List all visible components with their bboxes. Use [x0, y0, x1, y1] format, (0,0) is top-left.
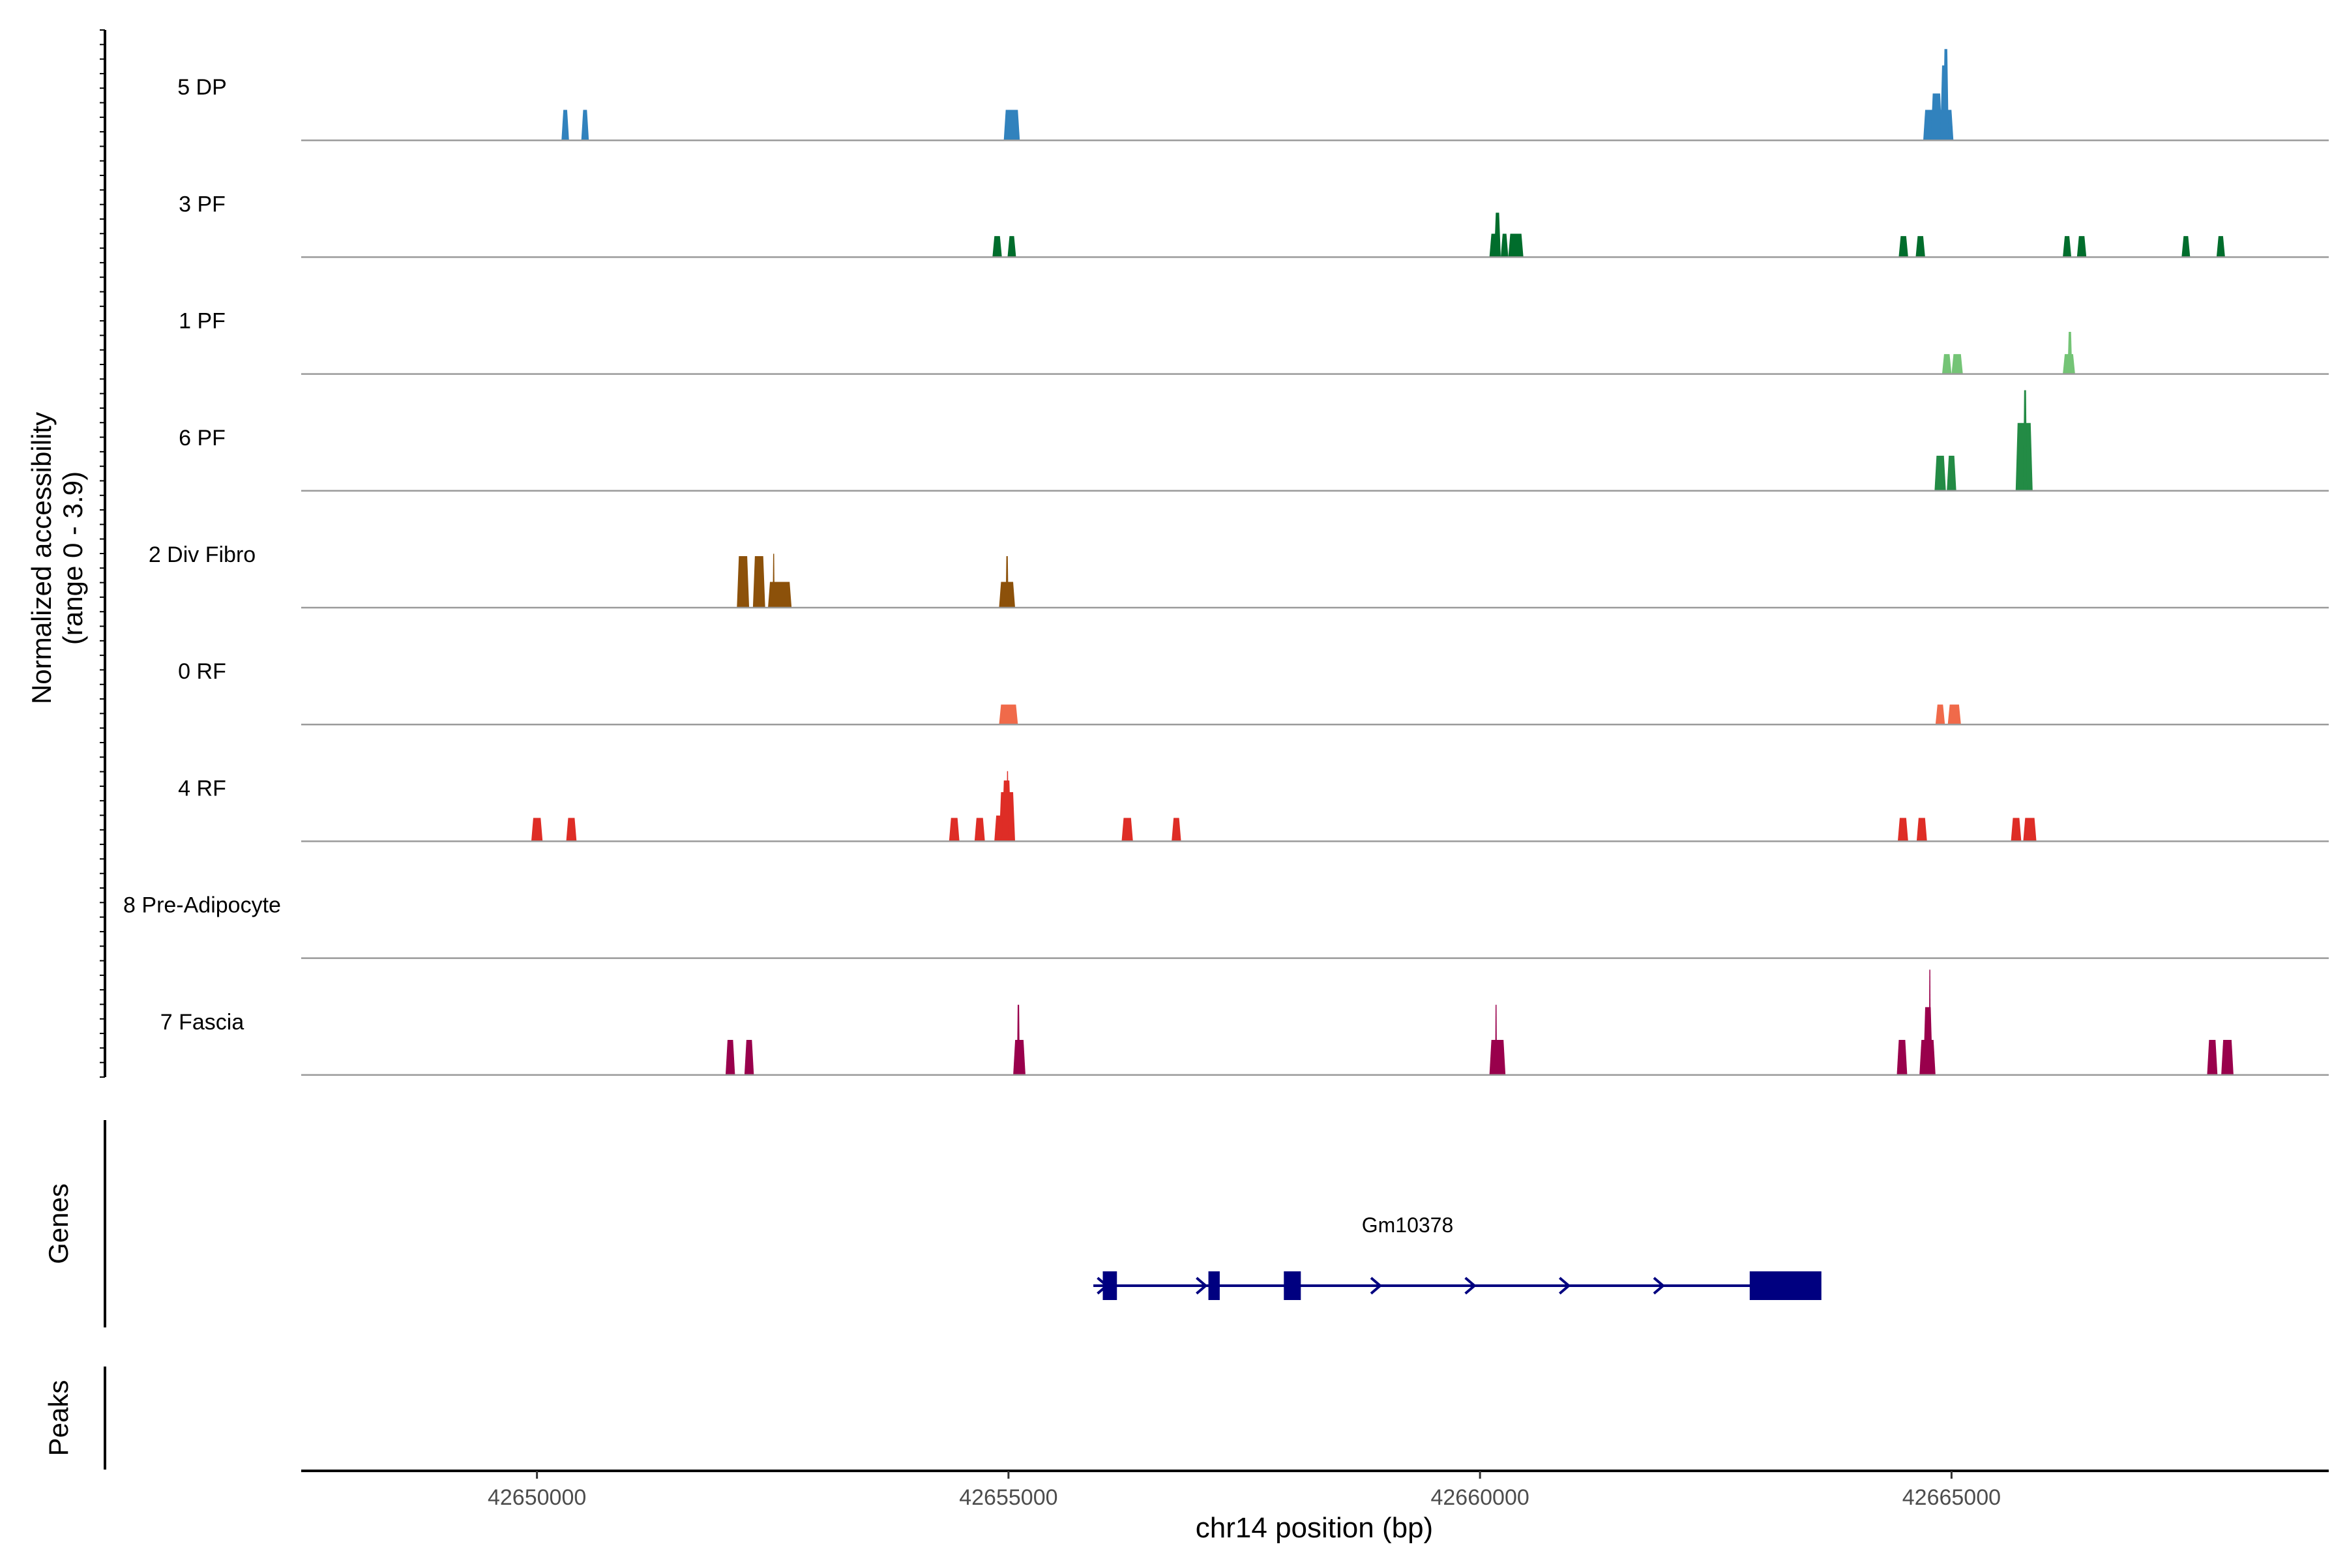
coverage-peak: [1923, 1007, 1933, 1075]
y-axis-label-line2: (range 0 - 3.9): [57, 471, 88, 645]
coverage-peak: [2067, 331, 2073, 374]
coverage-peak: [1495, 1005, 1498, 1075]
track-2-div-fibro: 2 Div Fibro: [149, 542, 2329, 609]
track-4-rf: 4 RF: [178, 771, 2329, 842]
coverage-peak: [1915, 236, 1925, 258]
coverage-peak: [1916, 818, 1927, 842]
x-tick-label: 42650000: [488, 1485, 586, 1510]
x-tick-label: 42660000: [1430, 1485, 1529, 1510]
track-label: 1 PF: [179, 309, 226, 334]
coverage-peak: [1508, 233, 1524, 258]
coverage-peak: [1943, 49, 1949, 141]
coverage-peak: [1003, 110, 1020, 141]
coverage-peak: [561, 110, 569, 141]
coverage-peak: [768, 582, 792, 608]
y-axis: [100, 29, 106, 1078]
coverage-peak: [773, 554, 775, 608]
coverage-peak: [1005, 556, 1009, 608]
coverage-peak: [1016, 1005, 1020, 1075]
coverage-peak: [2011, 818, 2022, 842]
coverage-peak: [1172, 818, 1181, 842]
y-axis-label-line1: Normalized accessibility: [26, 412, 57, 704]
strand-arrow: [1370, 1277, 1383, 1295]
gene-exon: [1102, 1271, 1117, 1300]
track-0-rf: 0 RF: [178, 659, 2329, 726]
coverage-peak: [566, 818, 577, 842]
coverage-peak: [581, 110, 589, 141]
coverage-peak: [1951, 354, 1963, 374]
track-label: 0 RF: [178, 659, 226, 684]
peaks-label: Peaks: [43, 1380, 74, 1457]
coverage-peak: [2221, 1039, 2234, 1075]
coverage-peak: [1006, 771, 1009, 842]
coverage-peak: [1930, 93, 1942, 141]
genes-label: Genes: [43, 1183, 74, 1264]
coverage-peak: [1489, 1039, 1506, 1075]
coverage-peak: [2023, 818, 2037, 842]
coverage-peak: [1121, 818, 1133, 842]
x-tick-label: 42665000: [1902, 1485, 2001, 1510]
track-label: 5 DP: [177, 75, 227, 100]
track-label: 7 Fascia: [160, 1010, 244, 1035]
coverage-peak: [1007, 236, 1016, 258]
coverage-peak: [2216, 236, 2225, 258]
coverage-peak: [1941, 354, 1952, 374]
track-label: 6 PF: [179, 426, 226, 451]
track-label: 4 RF: [178, 776, 226, 801]
track-7-fascia: 7 Fascia: [160, 969, 2329, 1076]
coverage-peak: [725, 1039, 735, 1075]
coverage-peak: [744, 1039, 754, 1075]
track-1-pf: 1 PF: [179, 309, 2329, 375]
coverage-peak: [1935, 704, 1945, 725]
gene-exon: [1749, 1271, 1822, 1300]
track-3-pf: 3 PF: [179, 192, 2329, 258]
coverage-peak: [2076, 236, 2087, 258]
strand-arrow: [1653, 1277, 1666, 1295]
coverage-peak: [752, 556, 765, 608]
genes-panel: [1093, 1271, 1822, 1300]
coverage-peak: [1928, 969, 1931, 1075]
strand-arrow: [1196, 1277, 1208, 1295]
track-label: 8 Pre-Adipocyte: [123, 893, 281, 918]
coverage-peak: [1897, 818, 1908, 842]
track-5-dp: 5 DP: [177, 49, 2329, 141]
coverage-peak: [2181, 236, 2191, 258]
track-label: 2 Div Fibro: [149, 542, 256, 567]
gene-exon: [1284, 1271, 1301, 1300]
gene-name-label: Gm10378: [1362, 1213, 1454, 1237]
coverage-peak: [2023, 390, 2028, 491]
coverage-peak: [974, 818, 985, 842]
x-axis: 42650000 42655000 42660000 42665000: [301, 1470, 2329, 1510]
strand-arrow: [1464, 1277, 1477, 1295]
coverage-peak: [1001, 780, 1012, 842]
coverage-peak: [999, 704, 1018, 725]
x-tick-label: 42655000: [959, 1485, 1057, 1510]
coverage-peak: [1947, 704, 1961, 725]
coverage-peak: [1897, 1039, 1908, 1075]
coverage-peak: [737, 556, 750, 608]
coverage-peak: [1500, 233, 1509, 258]
gene-exon: [1208, 1271, 1220, 1300]
track-8-pre-adipocyte: 8 Pre-Adipocyte: [123, 893, 2329, 959]
coverage-peak: [531, 818, 543, 842]
coverage-peak: [949, 818, 960, 842]
coverage-peak: [992, 236, 1002, 258]
coverage-peak: [2207, 1039, 2218, 1075]
coverage-peak: [1947, 455, 1956, 491]
coverage-peak: [1494, 213, 1501, 258]
coverage-peak: [1934, 455, 1946, 491]
x-axis-label: chr14 position (bp): [1196, 1512, 1433, 1544]
strand-arrow: [1559, 1277, 1571, 1295]
coverage-peak: [2063, 236, 2072, 258]
coverage-tracks: 5 DP 3 PF 1 PF 6 PF 2 Div Fibro 0 RF 4 RF 8 Pre…: [123, 49, 2329, 1076]
track-6-pf: 6 PF: [179, 390, 2329, 492]
coverage-peak: [1898, 236, 1908, 258]
track-label: 3 PF: [179, 192, 226, 216]
